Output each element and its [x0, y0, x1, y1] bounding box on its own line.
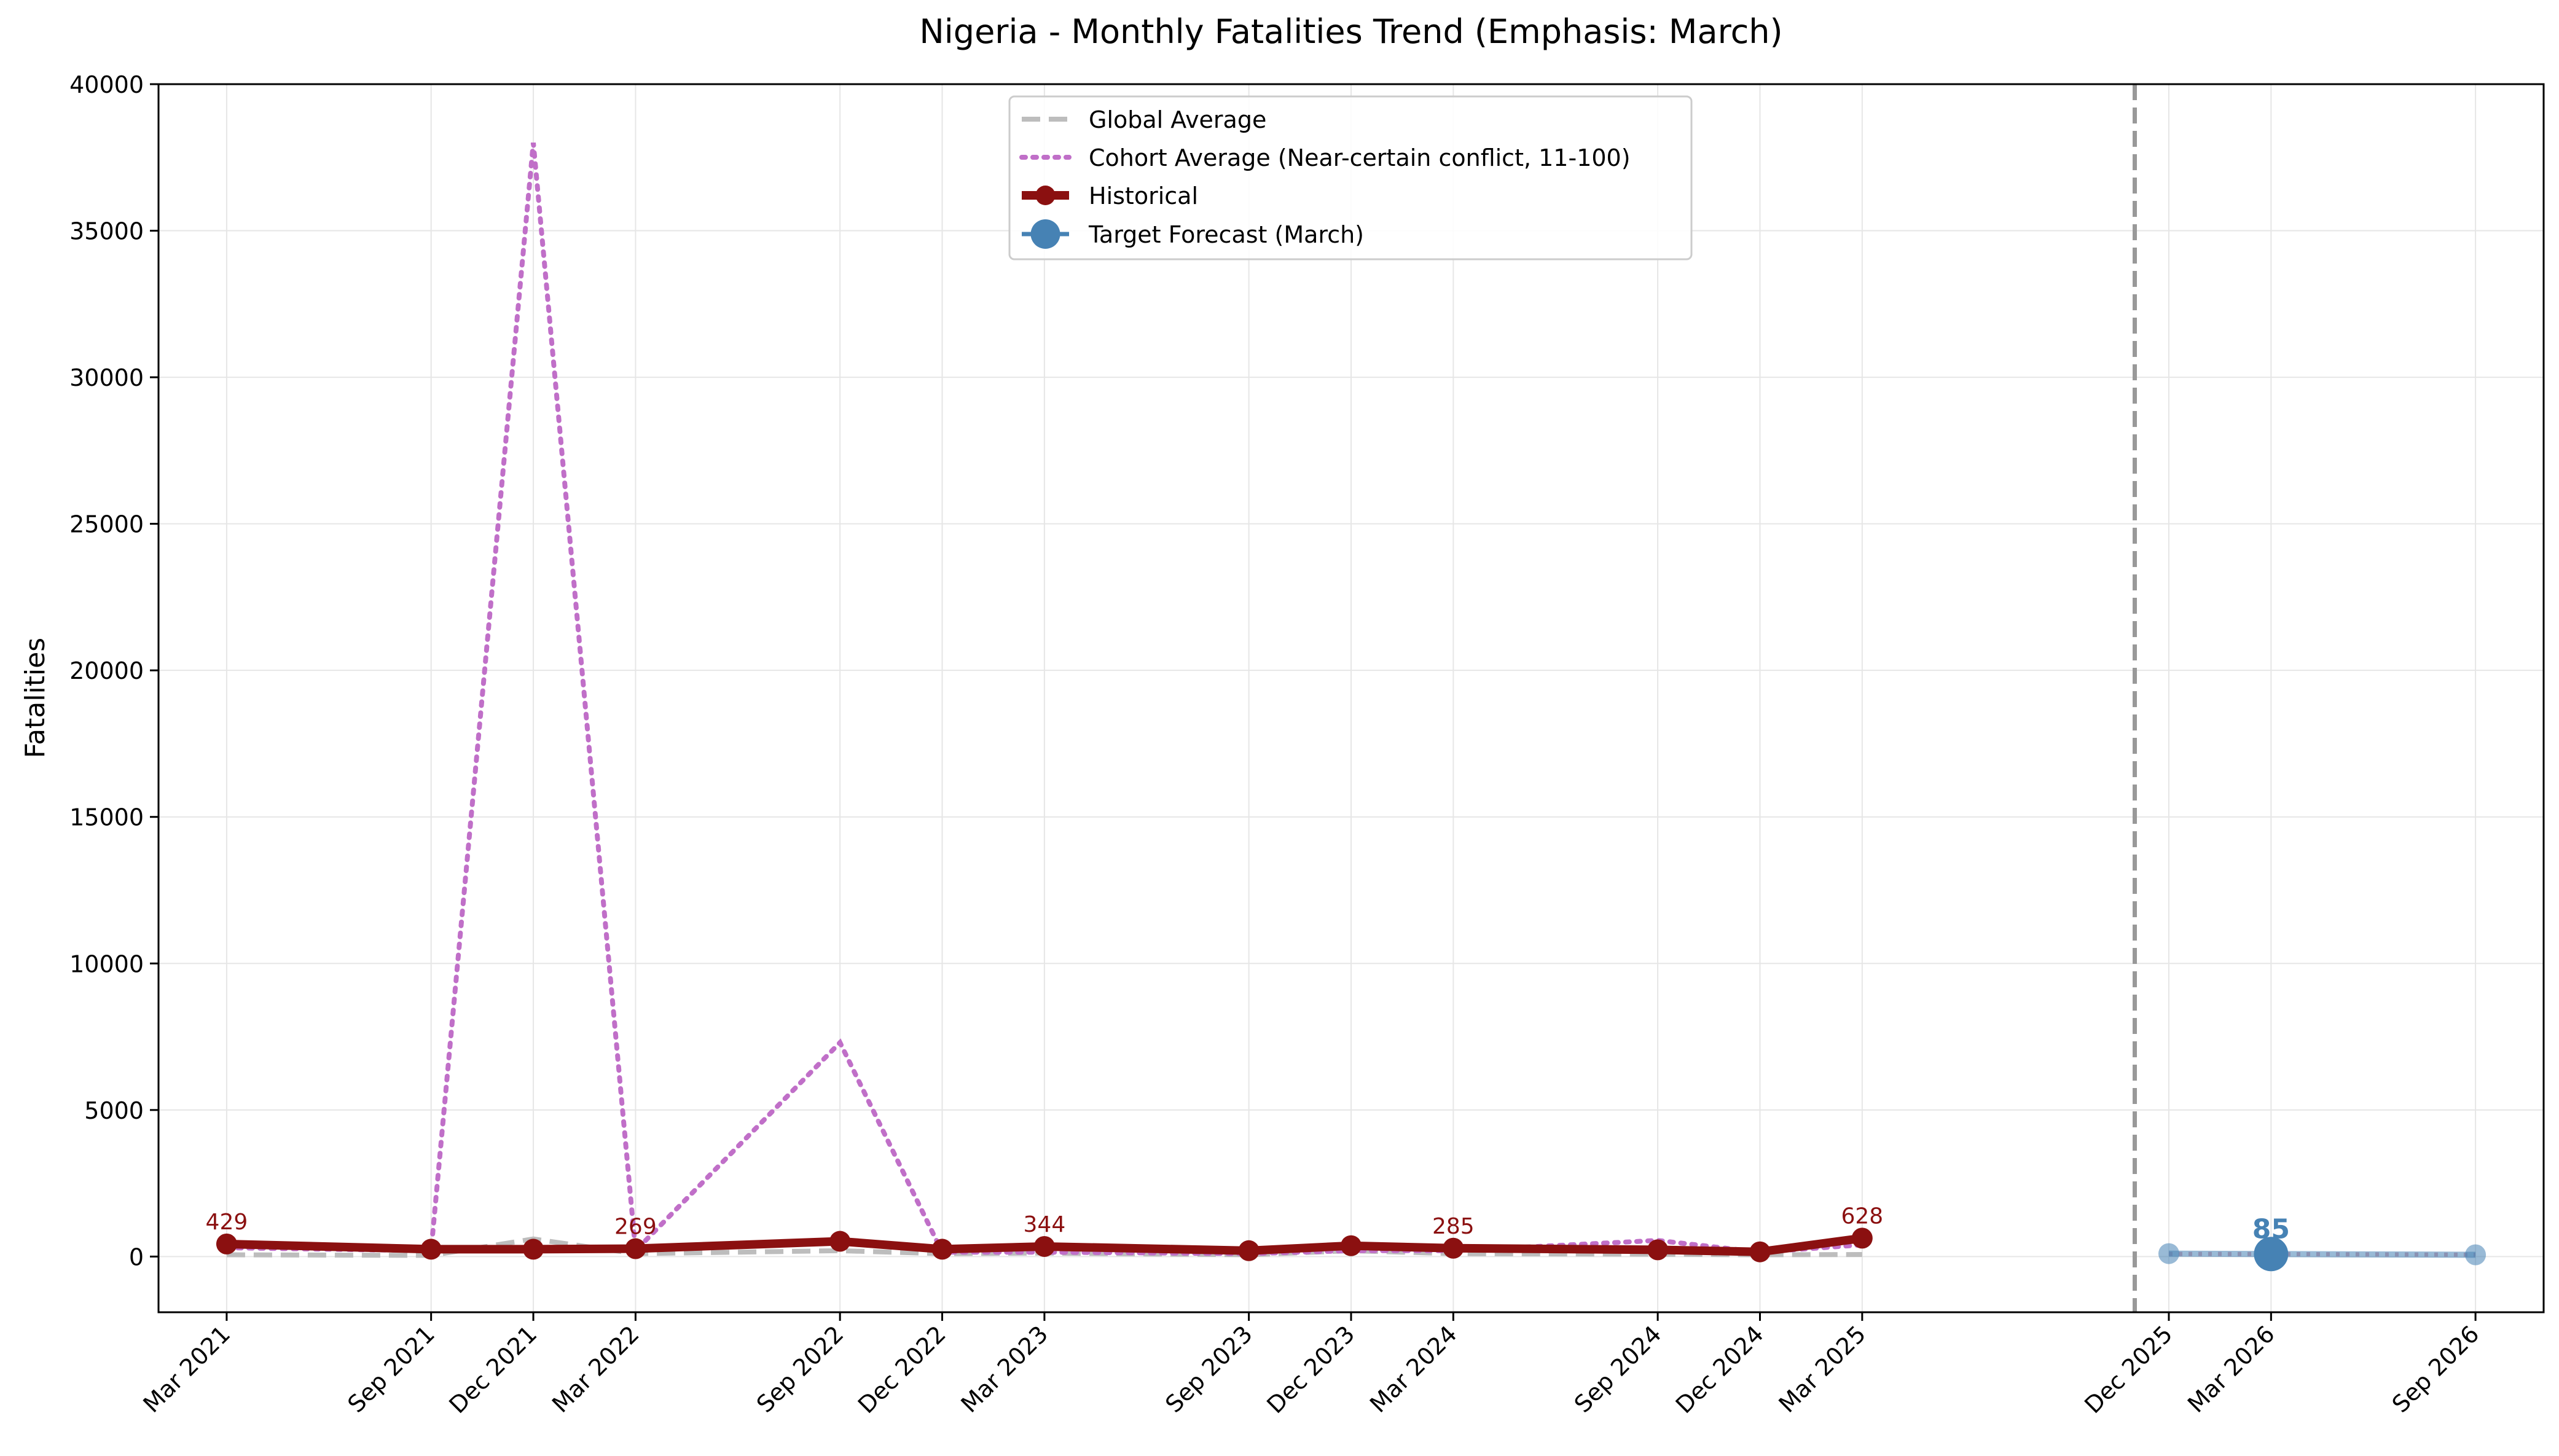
- historical-point: [216, 1233, 237, 1254]
- y-tick-label: 40000: [69, 71, 144, 98]
- data-label: 285: [1432, 1214, 1475, 1239]
- historical-point: [1341, 1235, 1362, 1256]
- data-label: 85: [2252, 1213, 2290, 1245]
- data-label: 628: [1841, 1204, 1883, 1229]
- y-tick-label: 35000: [69, 218, 144, 245]
- legend-label-global-average: Global Average: [1089, 106, 1266, 133]
- data-label: 269: [614, 1215, 657, 1240]
- historical-point: [829, 1231, 851, 1252]
- chart-title: Nigeria - Monthly Fatalities Trend (Emph…: [919, 12, 1782, 51]
- legend-marker-forecast: [1030, 219, 1060, 249]
- y-tick-label: 25000: [69, 511, 144, 538]
- legend-label-cohort-average: Cohort Average (Near-certain conflict, 1…: [1089, 144, 1631, 171]
- forecast-line: [2168, 1250, 2476, 1258]
- forecast-point: [2158, 1243, 2179, 1264]
- historical-point: [1749, 1241, 1771, 1262]
- historical-point: [1443, 1237, 1464, 1259]
- historical-point: [1851, 1227, 1873, 1249]
- legend-marker-historical: [1035, 186, 1056, 205]
- historical-point: [625, 1238, 646, 1259]
- historical-point: [1033, 1235, 1055, 1257]
- y-axis-label: Fatalities: [20, 638, 51, 758]
- series-group: [216, 143, 2487, 1272]
- historical-point: [1647, 1239, 1669, 1261]
- data-labels: 429 269 344 285 628 85: [206, 1204, 2290, 1245]
- y-tick-label: 20000: [69, 657, 144, 684]
- y-tick-label: 10000: [69, 950, 144, 977]
- y-tick-label: 5000: [84, 1097, 144, 1124]
- y-tick-label: 0: [129, 1243, 144, 1270]
- y-tick-label: 30000: [69, 364, 144, 391]
- historical-point: [523, 1239, 544, 1260]
- forecast-point: [2465, 1244, 2487, 1266]
- legend: Global Average Cohort Average (Near-certa…: [1008, 95, 1693, 260]
- historical-point: [420, 1239, 442, 1260]
- data-label: 344: [1024, 1212, 1066, 1237]
- y-tick-label: 15000: [69, 804, 144, 831]
- forecast-target-point: [2254, 1237, 2289, 1272]
- legend-box: [1008, 95, 1693, 260]
- historical-point: [1238, 1240, 1260, 1261]
- historical-point: [931, 1239, 953, 1260]
- legend-label-historical: Historical: [1089, 182, 1198, 209]
- legend-label-forecast: Target Forecast (March): [1088, 221, 1364, 248]
- data-label: 429: [206, 1210, 248, 1235]
